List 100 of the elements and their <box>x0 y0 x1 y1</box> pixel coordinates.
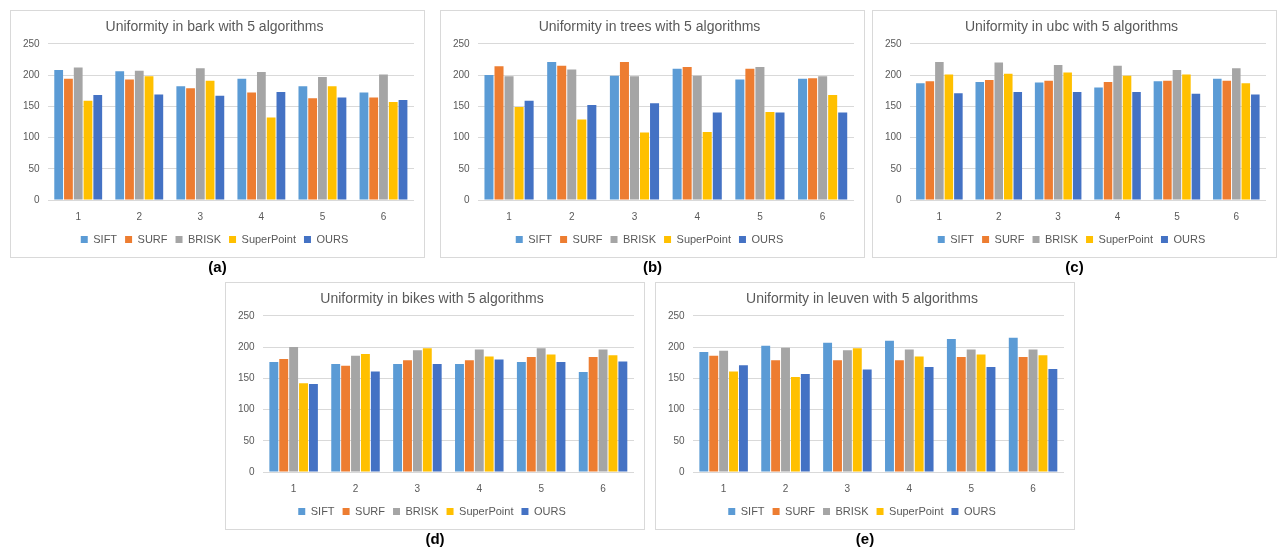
bar <box>516 362 526 472</box>
legend-label: OURS <box>533 504 566 517</box>
bar <box>790 377 800 472</box>
bar <box>1153 81 1163 200</box>
y-tick-label: 150 <box>238 372 256 384</box>
chart-title: Uniformity in ubc with 5 algorithms <box>964 18 1179 35</box>
bar <box>935 61 944 200</box>
y-tick-label: 0 <box>249 465 256 477</box>
bar <box>1132 91 1141 200</box>
x-tick-label: 3 <box>197 210 204 222</box>
legend-label: SuperPoint <box>676 232 731 245</box>
x-tick-label: 3 <box>1055 210 1062 222</box>
bar <box>154 94 164 200</box>
bar <box>359 92 369 200</box>
bar <box>83 100 93 200</box>
legend-label: BRISK <box>1045 232 1079 245</box>
bar <box>308 383 318 472</box>
bar <box>318 76 327 200</box>
x-tick-label: 1 <box>936 210 943 222</box>
bar <box>712 112 722 200</box>
bar <box>852 348 862 472</box>
bar <box>640 132 650 200</box>
bar <box>556 362 566 472</box>
bar <box>738 365 748 472</box>
bar <box>1003 73 1013 200</box>
bar <box>984 80 994 200</box>
x-tick-label: 6 <box>600 482 607 494</box>
bar <box>842 350 852 472</box>
bar <box>370 371 380 472</box>
x-tick-label: 4 <box>476 482 483 494</box>
x-tick-label: 3 <box>414 482 421 494</box>
y-tick-label: 50 <box>458 162 471 174</box>
x-tick-label: 1 <box>290 482 297 494</box>
bar <box>944 74 954 200</box>
chart-title: Uniformity in bikes with 5 algorithms <box>320 290 544 307</box>
y-tick-label: 250 <box>453 37 471 49</box>
legend-label: SURF <box>137 232 168 245</box>
legend-label: SIFT <box>93 232 118 245</box>
bar <box>798 78 808 200</box>
bar <box>125 79 134 200</box>
x-tick-label: 1 <box>75 210 82 222</box>
bar <box>298 86 308 200</box>
bar <box>514 106 524 200</box>
bar <box>526 357 536 472</box>
x-tick-label: 2 <box>782 482 789 494</box>
y-tick-label: 150 <box>453 100 471 112</box>
bar <box>412 350 422 472</box>
bar <box>1182 74 1191 200</box>
bar <box>289 347 299 472</box>
bar <box>536 348 546 472</box>
x-tick-label: 6 <box>819 210 826 222</box>
bar <box>800 373 810 472</box>
bar <box>775 112 785 200</box>
bar <box>729 371 738 472</box>
y-tick-label: 0 <box>34 193 41 205</box>
bar <box>838 112 848 200</box>
bar <box>195 68 205 200</box>
bar <box>557 65 567 200</box>
y-tick-label: 250 <box>238 309 256 321</box>
x-tick-label: 2 <box>352 482 359 494</box>
bar <box>771 360 781 472</box>
bar <box>745 68 755 200</box>
bar <box>914 356 924 472</box>
bar <box>828 95 838 200</box>
legend-label: OURS <box>751 232 784 245</box>
bar <box>1038 355 1048 472</box>
y-tick-label: 150 <box>885 100 903 112</box>
bar <box>1103 81 1113 200</box>
bar <box>719 350 729 472</box>
bar <box>308 98 318 200</box>
bar <box>862 369 872 472</box>
bar <box>765 111 775 200</box>
bar <box>422 348 432 472</box>
legend-label: SuperPoint <box>241 232 296 245</box>
x-tick-label: 3 <box>631 210 638 222</box>
bar <box>823 342 833 472</box>
bar <box>956 357 966 472</box>
bar <box>1072 91 1082 200</box>
legend-label: SuperPoint <box>459 504 514 517</box>
bar <box>702 131 712 200</box>
bar <box>186 88 195 200</box>
bar <box>398 100 408 200</box>
y-tick-label: 200 <box>453 68 471 80</box>
bar <box>337 97 347 200</box>
legend-label: SIFT <box>950 232 975 245</box>
legend-label: OURS <box>1173 232 1206 245</box>
legend-label: SuperPoint <box>889 504 944 517</box>
bar <box>341 365 351 472</box>
legend-label: OURS <box>316 232 349 245</box>
y-tick-label: 200 <box>885 68 903 80</box>
bar <box>994 62 1004 200</box>
bar <box>650 103 660 200</box>
x-tick-label: 4 <box>906 482 913 494</box>
bar <box>379 74 388 200</box>
bar <box>1034 82 1044 200</box>
bar <box>432 363 442 472</box>
x-tick-label: 1 <box>720 482 727 494</box>
legend-label: SIFT <box>310 504 335 517</box>
bar <box>276 91 286 200</box>
bar <box>73 67 83 200</box>
